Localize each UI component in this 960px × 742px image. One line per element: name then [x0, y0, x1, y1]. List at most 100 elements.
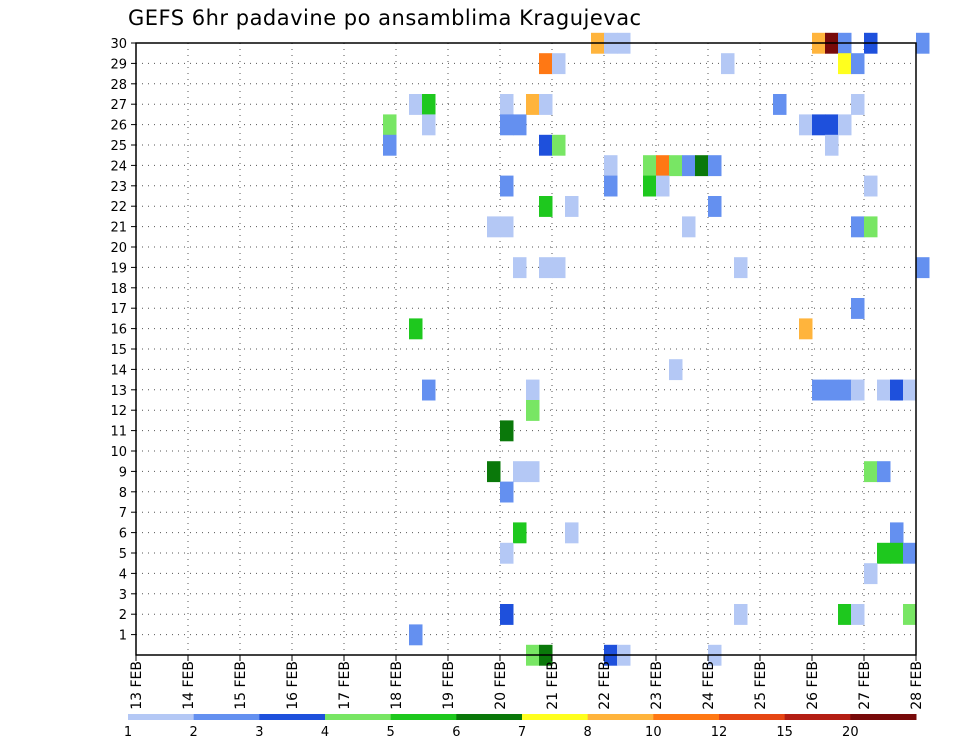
heatmap-cell — [864, 563, 878, 585]
heatmap-cell — [669, 359, 683, 381]
x-tick-label: 13 FEB — [129, 661, 145, 710]
y-tick-label: 6 — [119, 527, 127, 542]
heatmap-cell — [409, 624, 423, 646]
x-tick-label: 16 FEB — [285, 661, 301, 710]
heatmap-cell — [812, 114, 826, 136]
heatmap-cell — [682, 155, 696, 177]
heatmap-cell — [500, 216, 514, 238]
colorbar-label: 7 — [518, 725, 526, 740]
colorbar-segment — [653, 714, 720, 720]
colorbar-segment — [719, 714, 786, 720]
heatmap-cell — [500, 542, 514, 564]
y-tick-label: 14 — [110, 363, 127, 378]
x-tick-label: 26 FEB — [805, 661, 821, 710]
heatmap-cell — [539, 53, 553, 75]
y-tick-label: 1 — [119, 629, 127, 644]
y-tick-label: 18 — [110, 282, 127, 297]
x-tick-label: 18 FEB — [389, 661, 405, 710]
y-tick-label: 22 — [110, 200, 127, 215]
colorbar-label: 8 — [584, 725, 592, 740]
colorbar-label: 5 — [387, 725, 395, 740]
heatmap-cell — [838, 114, 852, 136]
colorbar-segment — [390, 714, 457, 720]
y-tick-label: 30 — [110, 37, 127, 52]
y-tick-label: 2 — [119, 608, 127, 623]
heatmap-cell — [890, 542, 904, 564]
heatmap-cell — [812, 379, 826, 401]
y-tick-label: 3 — [119, 588, 127, 603]
heatmap-cell — [734, 257, 748, 279]
heatmap-cell — [682, 216, 696, 238]
x-tick-label: 17 FEB — [337, 661, 353, 710]
heatmap-cell — [552, 134, 566, 156]
y-tick-label: 25 — [110, 139, 127, 154]
heatmap-cell — [552, 257, 566, 279]
heatmap-cell — [877, 379, 891, 401]
colorbar-segment — [193, 714, 260, 720]
colorbar-label: 3 — [255, 725, 263, 740]
x-tick-label: 19 FEB — [441, 661, 457, 710]
y-tick-label: 10 — [110, 445, 127, 460]
x-tick-label: 25 FEB — [753, 661, 769, 710]
heatmap-cell — [799, 114, 813, 136]
y-tick-label: 19 — [110, 261, 127, 276]
heatmap-cell — [604, 175, 618, 197]
heatmap-cell — [539, 257, 553, 279]
y-tick-label: 21 — [110, 221, 127, 236]
y-tick-label: 11 — [110, 425, 127, 440]
heatmap-cell — [916, 32, 930, 54]
heatmap-cell — [890, 522, 904, 544]
heatmap-cell — [669, 155, 683, 177]
heatmap-cell — [708, 196, 722, 217]
heatmap-cell — [695, 155, 709, 177]
heatmap-cell — [851, 94, 865, 115]
colorbar-label: 2 — [190, 725, 198, 740]
heatmap-cell — [500, 114, 514, 136]
heatmap-cell — [513, 114, 527, 136]
heatmap-cell — [526, 461, 540, 483]
x-tick-label: 24 FEB — [701, 661, 717, 710]
heatmap-cell — [890, 379, 904, 401]
heatmap-cell — [513, 257, 527, 279]
heatmap-cell — [851, 379, 865, 401]
heatmap-cell — [513, 522, 527, 544]
y-tick-label: 9 — [119, 465, 127, 480]
y-tick-label: 28 — [110, 78, 127, 93]
colorbar-segment — [456, 714, 523, 720]
heatmap-cell — [721, 53, 735, 75]
x-tick-label: 21 FEB — [545, 661, 561, 710]
heatmap-cell — [565, 196, 579, 217]
colorbar-label: 20 — [842, 725, 859, 740]
y-tick-label: 4 — [119, 567, 127, 582]
heatmap-cell — [916, 257, 930, 279]
heatmap-cell — [864, 461, 878, 483]
heatmap-cell — [422, 114, 436, 136]
heatmap-cell — [734, 604, 748, 625]
y-tick-label: 17 — [110, 302, 127, 317]
colorbar-segment — [522, 714, 589, 720]
heatmap-cell — [877, 461, 891, 483]
heatmap-cell — [500, 175, 514, 197]
heatmap-cell — [799, 318, 813, 340]
heatmap-cell — [513, 461, 527, 483]
heatmap-cell — [539, 134, 553, 156]
heatmap-cell — [838, 379, 852, 401]
heatmap-cell — [422, 94, 436, 115]
heatmap-cell — [903, 604, 917, 625]
heatmap-cell — [383, 114, 397, 136]
heatmap-cell — [383, 134, 397, 156]
heatmap-cell — [526, 379, 540, 401]
x-tick-label: 15 FEB — [233, 661, 249, 710]
y-tick-label: 24 — [110, 159, 127, 174]
y-tick-label: 7 — [119, 506, 127, 521]
heatmap-cell — [864, 175, 878, 197]
x-tick-label: 28 FEB — [909, 661, 925, 710]
y-tick-label: 29 — [110, 57, 127, 72]
heatmap-cell — [409, 318, 423, 340]
heatmap-cell — [500, 420, 514, 442]
colorbar-segment — [259, 714, 326, 720]
heatmap-cell — [773, 94, 787, 115]
colorbar-label: 4 — [321, 725, 329, 740]
heatmap-cell — [500, 94, 514, 115]
